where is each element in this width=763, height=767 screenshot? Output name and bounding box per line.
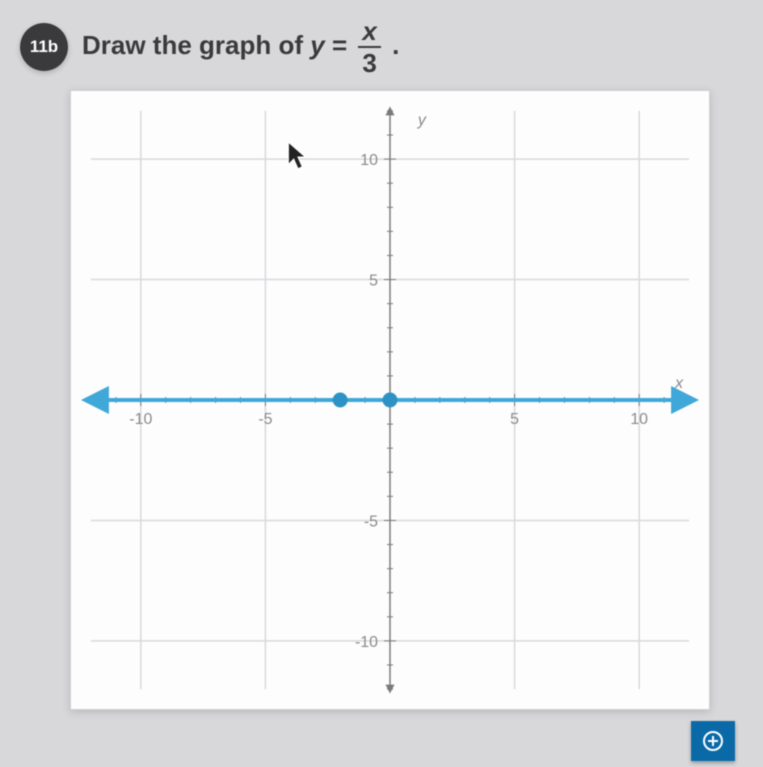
zoom-in-button[interactable] [691, 721, 735, 761]
fraction-numerator: x [358, 18, 380, 48]
zoom-in-icon [703, 731, 723, 751]
svg-text:-10: -10 [129, 411, 152, 428]
svg-text:10: 10 [360, 152, 378, 169]
fraction-denominator: 3 [358, 48, 380, 76]
equals-sign: = [332, 30, 354, 60]
question-header: 11b Draw the graph of y = x 3 . [20, 18, 399, 76]
coordinate-plane[interactable]: -10 -5 5 10 -10 -5 5 10 y x [71, 91, 709, 709]
prompt-text: Draw the graph of [82, 30, 310, 60]
svg-text:y: y [417, 112, 427, 129]
question-prompt: Draw the graph of y = x 3 . [82, 18, 399, 76]
fraction: x 3 [358, 18, 380, 76]
svg-text:5: 5 [369, 273, 378, 290]
svg-text:10: 10 [630, 411, 648, 428]
svg-text:-5: -5 [364, 513, 378, 530]
equation-lhs: y [310, 30, 324, 60]
period: . [392, 30, 399, 60]
svg-text:-5: -5 [258, 411, 272, 428]
question-number: 11b [30, 37, 58, 57]
svg-text:5: 5 [510, 411, 519, 428]
svg-text:-10: -10 [355, 634, 378, 651]
question-number-badge: 11b [20, 23, 68, 71]
graph-canvas[interactable]: -10 -5 5 10 -10 -5 5 10 y x [70, 90, 710, 710]
svg-text:x: x [674, 375, 684, 392]
